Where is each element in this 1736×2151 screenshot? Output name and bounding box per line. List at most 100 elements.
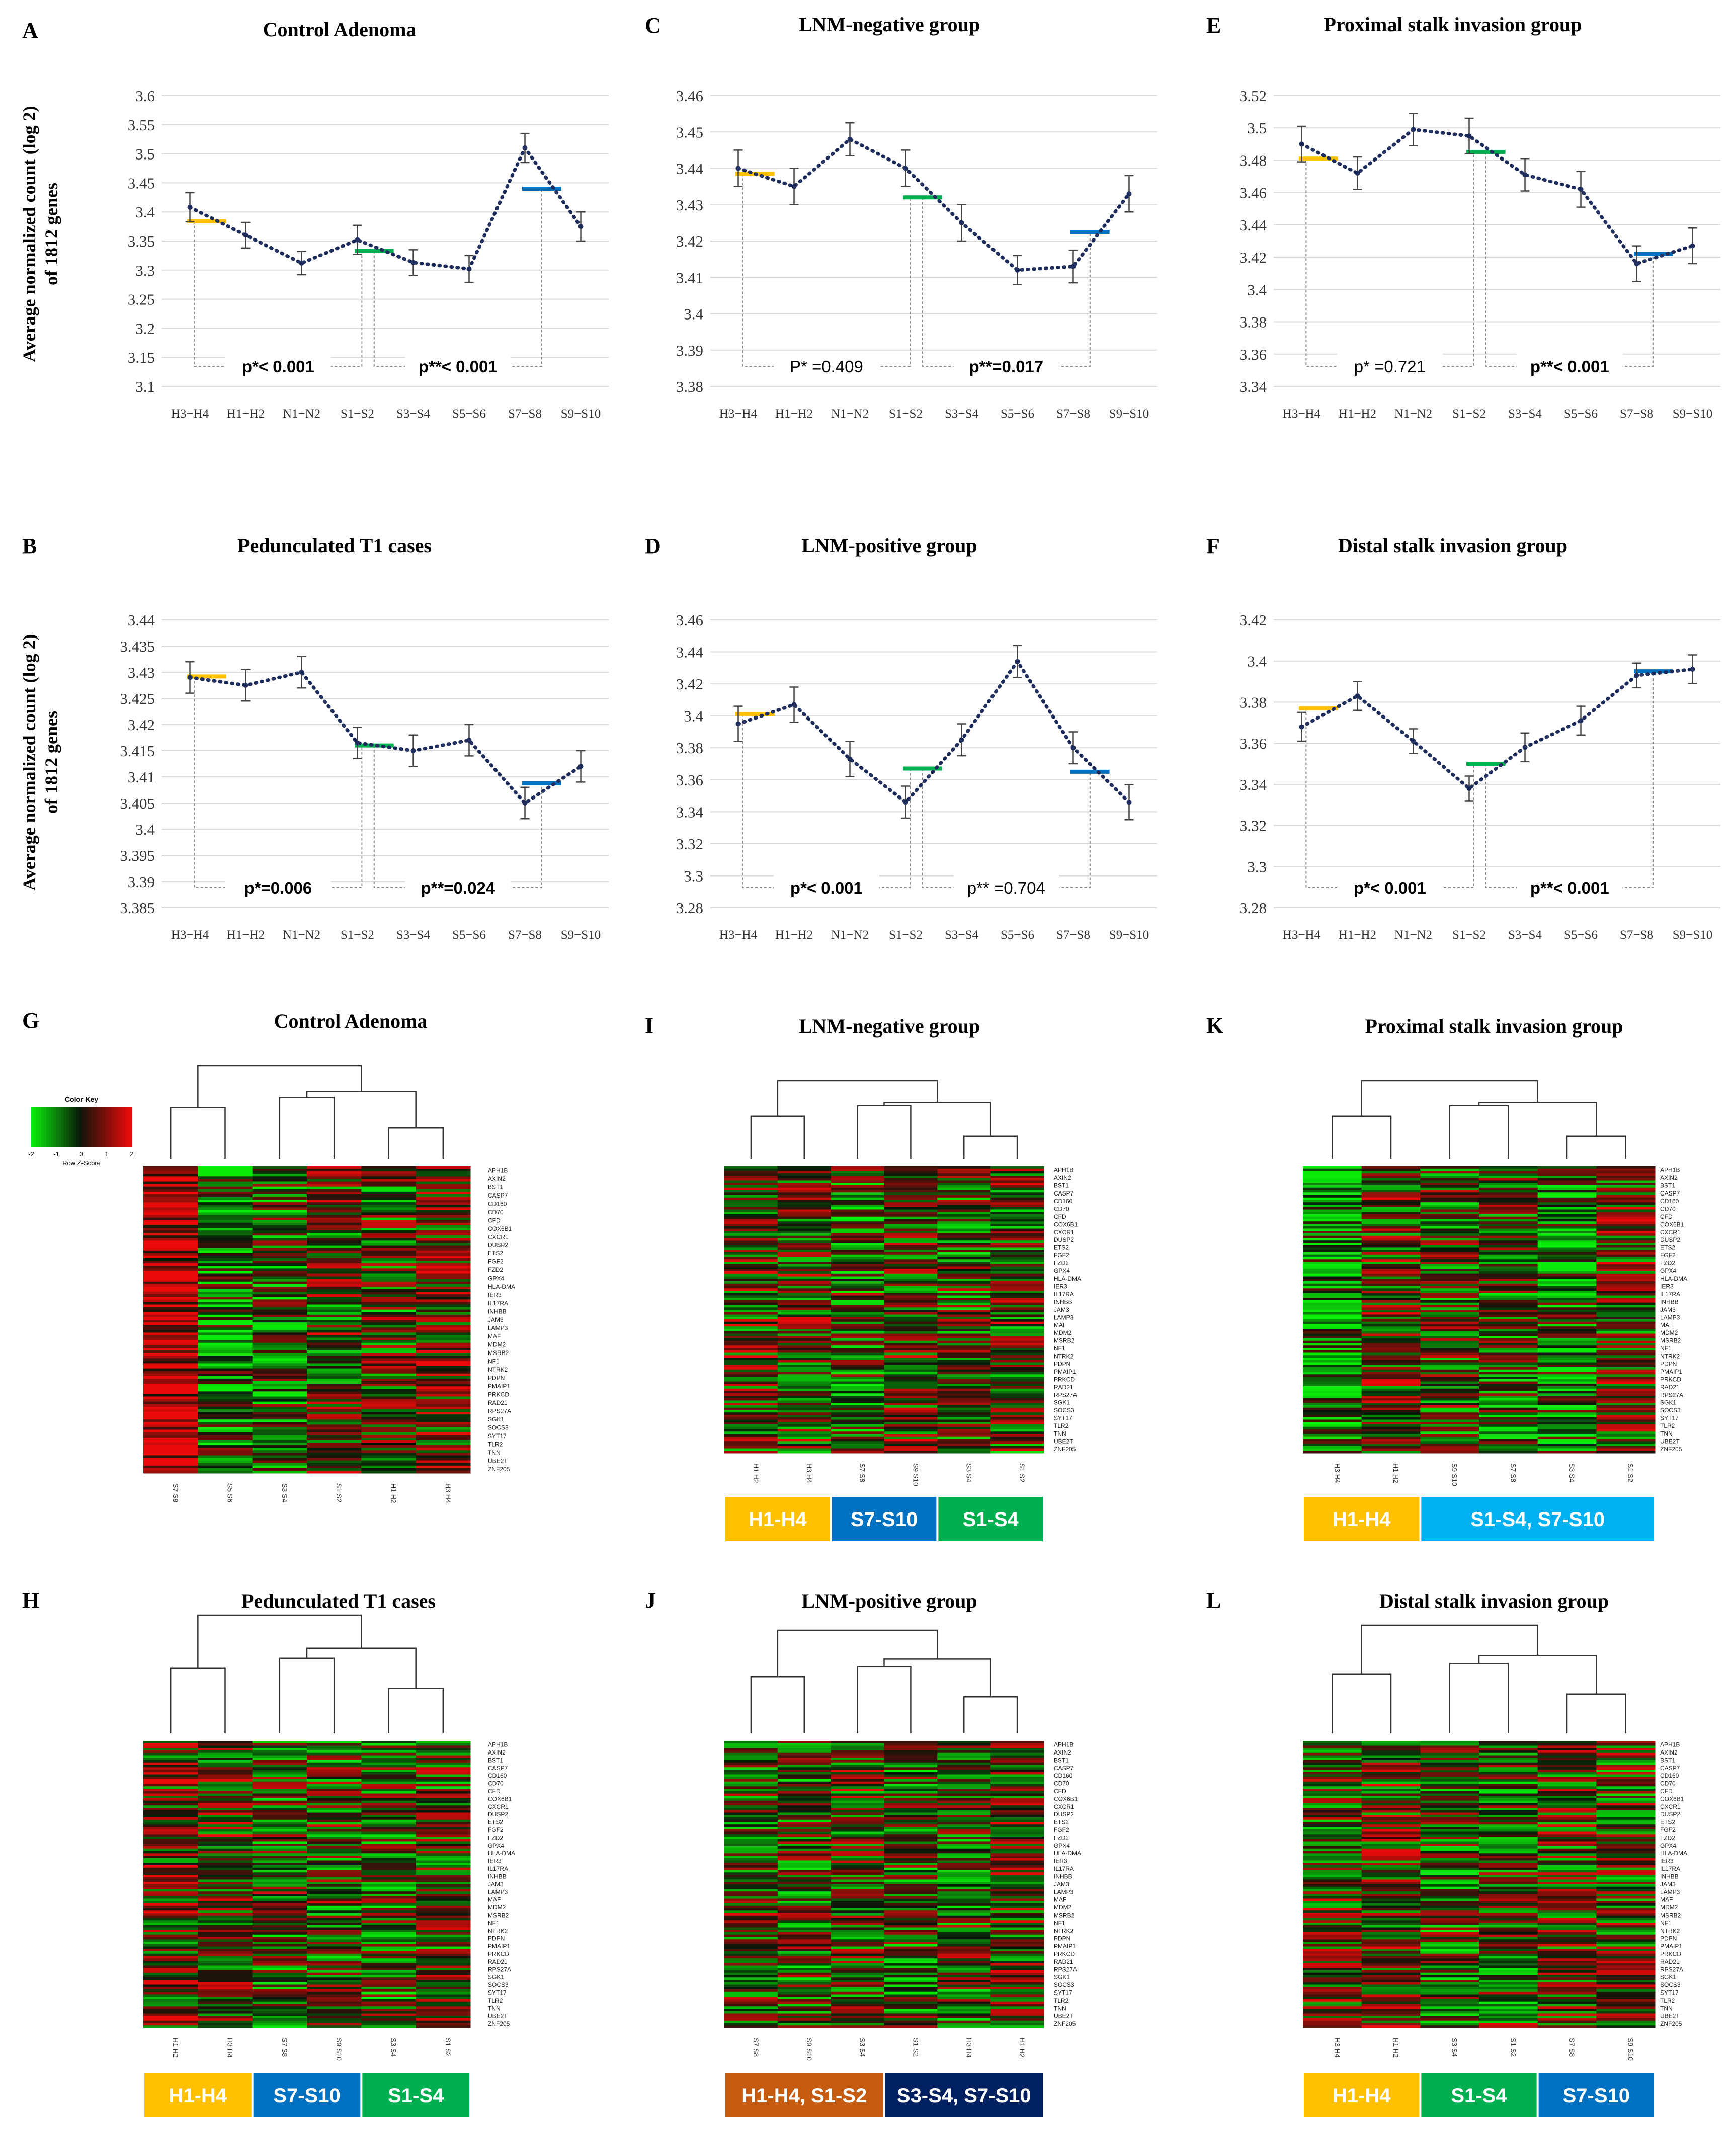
heatmap-cell (198, 1829, 253, 1832)
heatmap-cell (198, 1913, 253, 1916)
heatmap-cell (143, 1397, 198, 1400)
heatmap-cell (307, 1450, 362, 1453)
y-tick-label: 3.2 (135, 320, 155, 337)
heatmap-cell (1538, 1271, 1597, 1274)
heatmap-cell (1362, 1977, 1421, 1980)
heatmap-cell (1479, 1415, 1538, 1417)
heatmap-cell (990, 1410, 1044, 1413)
x-tick-label: S7−S8 (1620, 928, 1654, 942)
heatmap-cell (361, 1842, 416, 1844)
heatmap-cell (937, 1753, 990, 1756)
heatmap-cell (143, 1743, 198, 1746)
heatmap-cell (1303, 2009, 1362, 2011)
heatmap-cell (937, 1956, 990, 1959)
heatmap-cell (937, 1257, 990, 1260)
heatmap-cell (253, 1384, 307, 1387)
heatmap-cell (361, 1849, 416, 1851)
heatmap-cell (1479, 1851, 1538, 1854)
heatmap-cell (361, 1977, 416, 1980)
gene-label: UBE2T (488, 2013, 508, 2020)
heatmap-cell (1479, 1906, 1538, 1908)
heatmap-cell (831, 1312, 884, 1315)
heatmap-cell (1362, 1896, 1421, 1899)
heatmap-cell (831, 1977, 884, 1980)
heatmap-cell (416, 1307, 471, 1310)
heatmap-cell (1303, 2025, 1362, 2028)
heatmap-cell (778, 1784, 831, 1787)
heatmap-cell (1596, 1274, 1655, 1277)
heatmap-cell (778, 1789, 831, 1791)
heatmap-cell (1479, 2021, 1538, 2023)
heatmap-cell (937, 1937, 990, 1940)
gene-label: MSRB2 (488, 1349, 509, 1357)
dendrogram-branch (280, 1097, 334, 1159)
heatmap-cell (1538, 1412, 1597, 1415)
heatmap-cell (307, 1189, 362, 1192)
heatmap-cell (1420, 1903, 1479, 1906)
heatmap-cell (990, 1274, 1044, 1277)
heatmap-cell (198, 1817, 253, 1820)
heatmap-cell (198, 1894, 253, 1896)
heatmap-cell (1362, 1989, 1421, 1992)
heatmap-cell (361, 1968, 416, 1970)
heatmap-cell (1420, 1424, 1479, 1427)
heatmap-cell (253, 1803, 307, 1806)
heatmap-cell (416, 1870, 471, 1873)
heatmap-cell (253, 1832, 307, 1835)
heatmap-cell (143, 1435, 198, 1438)
heatmap-cell (198, 1287, 253, 1290)
dendrogram-branch (964, 1136, 1017, 1159)
heatmap-cell (143, 1386, 198, 1389)
heatmap-cell (724, 1813, 778, 1815)
heatmap-cell (307, 1338, 362, 1341)
heatmap-cell (884, 1765, 938, 1768)
heatmap-cell (1362, 1300, 1421, 1303)
heatmap-cell (143, 1784, 198, 1787)
heatmap-cell (1538, 1767, 1597, 1770)
heatmap-cell (143, 1935, 198, 1937)
heatmap-cell (143, 1289, 198, 1292)
heatmap-cell (778, 1997, 831, 1999)
heatmap-cell (1303, 1782, 1362, 1784)
heatmap-cell (724, 1791, 778, 1794)
heatmap-cell (1303, 2016, 1362, 2018)
heatmap-cell (416, 1289, 471, 1292)
heatmap-cell (1303, 1760, 1362, 1763)
heatmap-cell (1538, 1338, 1597, 1341)
heatmap-cell (990, 1405, 1044, 1408)
heatmap-cell (937, 1398, 990, 1401)
heatmap-cell (1479, 1808, 1538, 1810)
heatmap-cell (778, 1329, 831, 1331)
heatmap-cell (724, 1918, 778, 1921)
heatmap-cell (361, 1335, 416, 1338)
heatmap-cell (361, 1246, 416, 1249)
heatmap-cell (416, 1980, 471, 1982)
heatmap-cell (990, 1777, 1044, 1779)
gene-label: FGF2 (1054, 1252, 1069, 1259)
heatmap-cell (724, 1207, 778, 1210)
heatmap-cell (143, 1820, 198, 1822)
heatmap-cell (198, 1248, 253, 1251)
heatmap-cell (1538, 1824, 1597, 1827)
heatmap-cell (831, 1777, 884, 1779)
heatmap-cell (1420, 1743, 1479, 1746)
heatmap-cell (143, 1268, 198, 1271)
heatmap-cell (1420, 1937, 1479, 1940)
y-tick-label: 3.35 (128, 232, 155, 250)
heatmap-cell (1303, 1401, 1362, 1403)
heatmap-cell (724, 1277, 778, 1279)
heatmap-cell (778, 1763, 831, 1765)
heatmap-cell (884, 2025, 938, 2028)
heatmap-cell (1362, 1870, 1421, 1873)
heatmap-cell (416, 1305, 471, 1308)
heatmap-cell (1538, 1431, 1597, 1434)
heatmap-cell (1479, 1398, 1538, 1401)
heatmap-cell (416, 1930, 471, 1932)
heatmap-cell (778, 1810, 831, 1813)
heatmap-cell (778, 1190, 831, 1193)
heatmap-cell (1362, 1772, 1421, 1775)
data-point (1690, 244, 1695, 249)
heatmap-cell (198, 1770, 253, 1772)
heatmap-cell (361, 1982, 416, 1985)
data-point (1071, 745, 1076, 750)
